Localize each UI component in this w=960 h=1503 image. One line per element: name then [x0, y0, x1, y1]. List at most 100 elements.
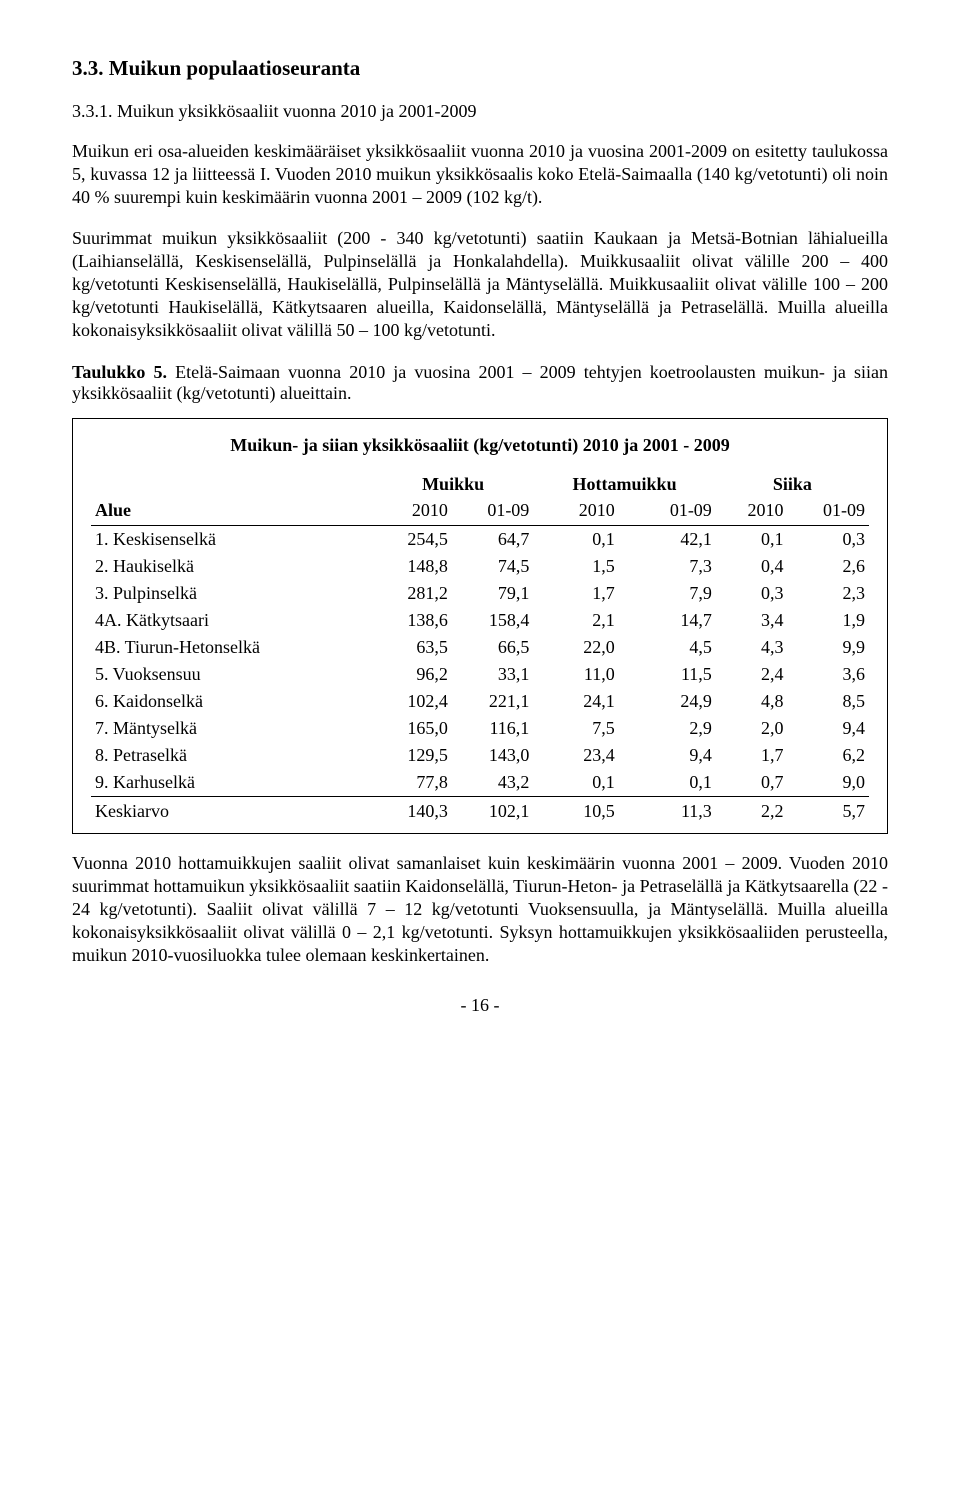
table-cell: 64,7	[452, 526, 533, 554]
table-cell: 165,0	[373, 715, 452, 742]
table-cell: 221,1	[452, 688, 533, 715]
table-cell: 33,1	[452, 661, 533, 688]
table-body: 1. Keskisenselkä254,564,70,142,10,10,32.…	[91, 526, 869, 826]
table-cell: 42,1	[619, 526, 716, 554]
table-cell: 4,5	[619, 634, 716, 661]
section-title-text: Muikun populaatioseuranta	[109, 56, 361, 80]
table-cell: 7,9	[619, 580, 716, 607]
table-cell: 2,2	[716, 797, 788, 826]
table-cell: 1,9	[787, 607, 869, 634]
group-header-siika: Siika	[716, 472, 869, 497]
row-label: 8. Petraselkä	[91, 742, 373, 769]
col-header: 2010	[533, 497, 618, 526]
table-cell: 2,1	[533, 607, 618, 634]
col-header: 2010	[373, 497, 452, 526]
table-row: 4B. Tiurun-Hetonselkä63,566,522,04,54,39…	[91, 634, 869, 661]
row-label: 1. Keskisenselkä	[91, 526, 373, 554]
row-label: 2. Haukiselkä	[91, 553, 373, 580]
table-cell: 96,2	[373, 661, 452, 688]
row-label: 6. Kaidonselkä	[91, 688, 373, 715]
table-cell: 2,9	[619, 715, 716, 742]
table-cell: 0,1	[619, 769, 716, 797]
group-header-muikku: Muikku	[373, 472, 533, 497]
table-group-header-row: Muikku Hottamuikku Siika	[91, 472, 869, 497]
table-cell: 3,4	[716, 607, 788, 634]
table-cell: 0,3	[787, 526, 869, 554]
row-label: 5. Vuoksensuu	[91, 661, 373, 688]
table-caption-rest: Etelä-Saimaan vuonna 2010 ja vuosina 200…	[72, 362, 888, 403]
table-cell: 7,3	[619, 553, 716, 580]
table-cell: 254,5	[373, 526, 452, 554]
table-cell: 79,1	[452, 580, 533, 607]
table-cell: 77,8	[373, 769, 452, 797]
table-cell: 116,1	[452, 715, 533, 742]
table-cell: 24,1	[533, 688, 618, 715]
table-cell: 11,5	[619, 661, 716, 688]
table-cell: 24,9	[619, 688, 716, 715]
table-row: 2. Haukiselkä148,874,51,57,30,42,6	[91, 553, 869, 580]
table-row: 5. Vuoksensuu96,233,111,011,52,43,6	[91, 661, 869, 688]
col-header: 01-09	[787, 497, 869, 526]
table-cell: 11,0	[533, 661, 618, 688]
table-row: 9. Karhuselkä77,843,20,10,10,79,0	[91, 769, 869, 797]
table-row: 6. Kaidonselkä102,4221,124,124,94,88,5	[91, 688, 869, 715]
table-cell: 1,7	[533, 580, 618, 607]
table-row: 4A. Kätkytsaari138,6158,42,114,73,41,9	[91, 607, 869, 634]
table-cell: 148,8	[373, 553, 452, 580]
paragraph-2: Suurimmat muikun yksikkösaaliit (200 - 3…	[72, 227, 888, 342]
table-cell: 9,4	[619, 742, 716, 769]
table-cell: 14,7	[619, 607, 716, 634]
row-label-head: Alue	[91, 497, 373, 526]
table-cell: 129,5	[373, 742, 452, 769]
table-cell: 66,5	[452, 634, 533, 661]
col-header: 01-09	[452, 497, 533, 526]
table-cell: 4,3	[716, 634, 788, 661]
table-cell: 43,2	[452, 769, 533, 797]
table-caption-bold: Taulukko 5.	[72, 362, 167, 382]
row-label: 4A. Kätkytsaari	[91, 607, 373, 634]
table-cell: 1,5	[533, 553, 618, 580]
table-cell: 9,4	[787, 715, 869, 742]
row-label: 9. Karhuselkä	[91, 769, 373, 797]
row-label: Keskiarvo	[91, 797, 373, 826]
table-caption: Taulukko 5. Etelä-Saimaan vuonna 2010 ja…	[72, 362, 888, 404]
table-cell: 10,5	[533, 797, 618, 826]
table-cell: 22,0	[533, 634, 618, 661]
paragraph-1: Muikun eri osa-alueiden keskimääräiset y…	[72, 140, 888, 209]
table-inner-title: Muikun- ja siian yksikkösaaliit (kg/veto…	[91, 435, 869, 456]
table-cell: 2,4	[716, 661, 788, 688]
table-cell: 9,9	[787, 634, 869, 661]
table-row: 8. Petraselkä129,5143,023,49,41,76,2	[91, 742, 869, 769]
table-cell: 102,1	[452, 797, 533, 826]
table-cell: 143,0	[452, 742, 533, 769]
row-label: 3. Pulpinselkä	[91, 580, 373, 607]
table-cell: 0,1	[716, 526, 788, 554]
section-title: 3.3. Muikun populaatioseuranta	[72, 56, 888, 81]
table-cell: 0,7	[716, 769, 788, 797]
subsection-title-text: Muikun yksikkösaaliit vuonna 2010 ja 200…	[117, 101, 476, 121]
table-cell: 140,3	[373, 797, 452, 826]
table-column-header-row: Alue 2010 01-09 2010 01-09 2010 01-09	[91, 497, 869, 526]
table-cell: 158,4	[452, 607, 533, 634]
page-number: - 16 -	[72, 995, 888, 1016]
subsection-number: 3.3.1.	[72, 101, 113, 121]
table-row: 7. Mäntyselkä165,0116,17,52,92,09,4	[91, 715, 869, 742]
paragraph-3: Vuonna 2010 hottamuikkujen saaliit oliva…	[72, 852, 888, 967]
table-cell: 63,5	[373, 634, 452, 661]
table-cell: 0,1	[533, 769, 618, 797]
table-cell: 0,4	[716, 553, 788, 580]
table-cell: 23,4	[533, 742, 618, 769]
group-header-hottamuikku: Hottamuikku	[533, 472, 716, 497]
table-cell: 7,5	[533, 715, 618, 742]
table-cell: 8,5	[787, 688, 869, 715]
table-cell: 2,3	[787, 580, 869, 607]
table-cell: 6,2	[787, 742, 869, 769]
col-header: 01-09	[619, 497, 716, 526]
table-mean-row: Keskiarvo140,3102,110,511,32,25,7	[91, 797, 869, 826]
table-cell: 5,7	[787, 797, 869, 826]
col-header: 2010	[716, 497, 788, 526]
table-cell: 3,6	[787, 661, 869, 688]
data-table: Muikku Hottamuikku Siika Alue 2010 01-09…	[91, 472, 869, 825]
subsection-title: 3.3.1. Muikun yksikkösaaliit vuonna 2010…	[72, 101, 888, 122]
table-cell: 74,5	[452, 553, 533, 580]
